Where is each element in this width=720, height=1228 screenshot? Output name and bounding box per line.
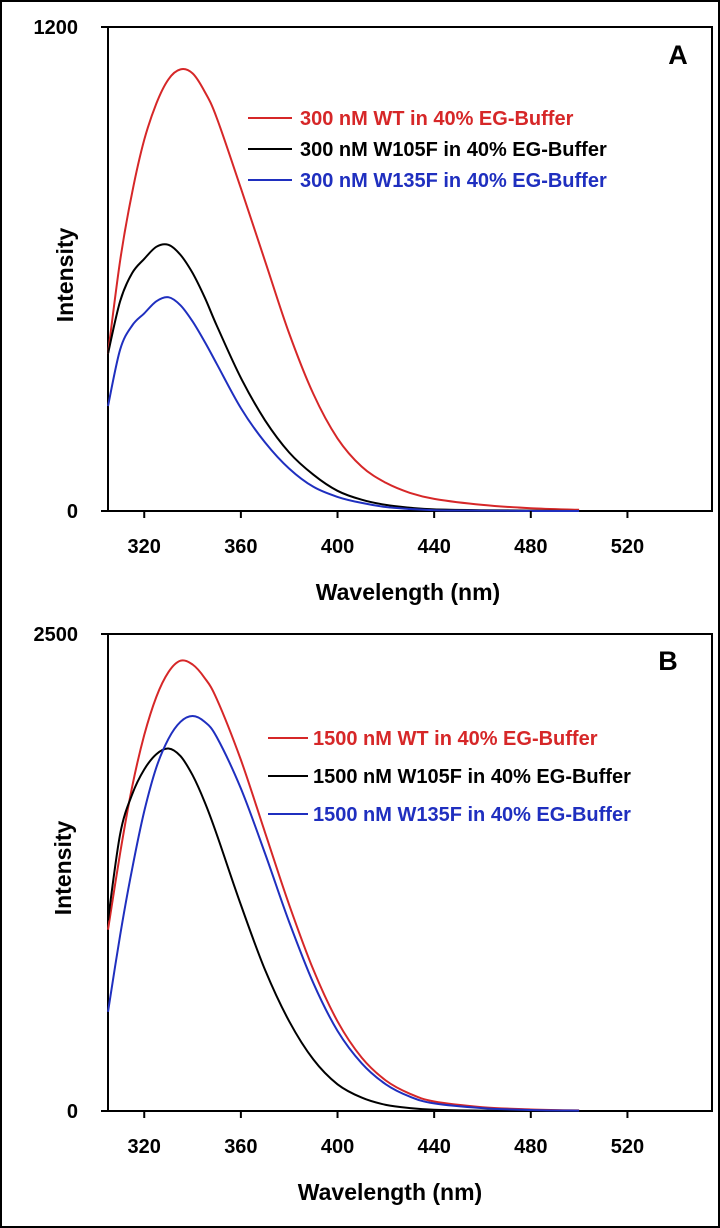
panel-b-x-tick-label: 520 [611, 1136, 644, 1158]
panel-b-legend-label: 1500 nM WT in 40% EG-Buffer [313, 728, 598, 750]
panel-b-x-tick-label: 400 [321, 1136, 354, 1158]
panel-b-series-line-3 [107, 714, 580, 1112]
panel-a-plot-area [107, 26, 713, 512]
panel-a-legend: 300 nM WT in 40% EG-Buffer 300 nM W105F i… [248, 108, 607, 192]
panel-b-x-tick-label: 360 [224, 1136, 257, 1158]
panel-a-legend-label: 300 nM WT in 40% EG-Buffer [300, 108, 574, 130]
panel-a-xlabel: Wavelength (nm) [316, 579, 500, 605]
panel-b: 320 360 400 440 480 520 0 2500 B Wavelength (n… [34, 624, 713, 1205]
panel-b-y-tick-label: 0 [67, 1101, 78, 1123]
panel-a-legend-label: 300 nM W105F in 40% EG-Buffer [300, 139, 607, 161]
panel-b-y-axis: 0 2500 [34, 624, 108, 1123]
panel-a-y-axis: 0 1200 [34, 17, 108, 523]
panel-b-curves [107, 659, 580, 1112]
panel-a: 320 360 400 440 480 520 0 1200 A Wavelength (n… [34, 17, 713, 605]
panel-a-y-tick-label: 0 [67, 501, 78, 523]
panel-b-legend: 1500 nM WT in 40% EG-Buffer 1500 nM W105F… [268, 728, 631, 826]
panel-b-series-line-1 [107, 659, 580, 1112]
panel-b-y-tick-label: 2500 [34, 624, 79, 646]
panel-a-legend-label: 300 nM W135F in 40% EG-Buffer [300, 170, 607, 192]
panel-a-x-axis: 320 360 400 440 480 520 [128, 511, 644, 558]
panel-b-plot-area [107, 633, 713, 1112]
panel-a-x-tick-label: 440 [417, 536, 450, 558]
panel-b-legend-label: 1500 nM W135F in 40% EG-Buffer [313, 804, 631, 826]
panel-b-ylabel: Intensity [50, 821, 76, 916]
panel-a-series-line-1 [107, 68, 580, 511]
panel-b-series-line-2 [107, 747, 580, 1112]
panel-a-series-line-2 [107, 243, 580, 512]
panel-a-y-tick-label: 1200 [34, 17, 79, 39]
panel-a-x-tick-label: 480 [514, 536, 547, 558]
panel-a-ylabel: Intensity [52, 228, 78, 323]
panel-b-x-tick-label: 480 [514, 1136, 547, 1158]
panel-a-label: A [668, 40, 688, 70]
panel-b-x-tick-label: 440 [417, 1136, 450, 1158]
panel-a-curves [107, 68, 580, 513]
panel-b-x-tick-label: 320 [128, 1136, 161, 1158]
panel-a-x-tick-label: 400 [321, 536, 354, 558]
panel-b-x-axis: 320 360 400 440 480 520 [128, 1111, 644, 1158]
panel-a-x-tick-label: 360 [224, 536, 257, 558]
panel-a-x-tick-label: 320 [128, 536, 161, 558]
panel-a-x-tick-label: 520 [611, 536, 644, 558]
panel-b-xlabel: Wavelength (nm) [298, 1179, 482, 1205]
panel-b-label: B [658, 646, 678, 676]
panel-b-legend-label: 1500 nM W105F in 40% EG-Buffer [313, 766, 631, 788]
panel-a-series-line-3 [107, 296, 580, 513]
